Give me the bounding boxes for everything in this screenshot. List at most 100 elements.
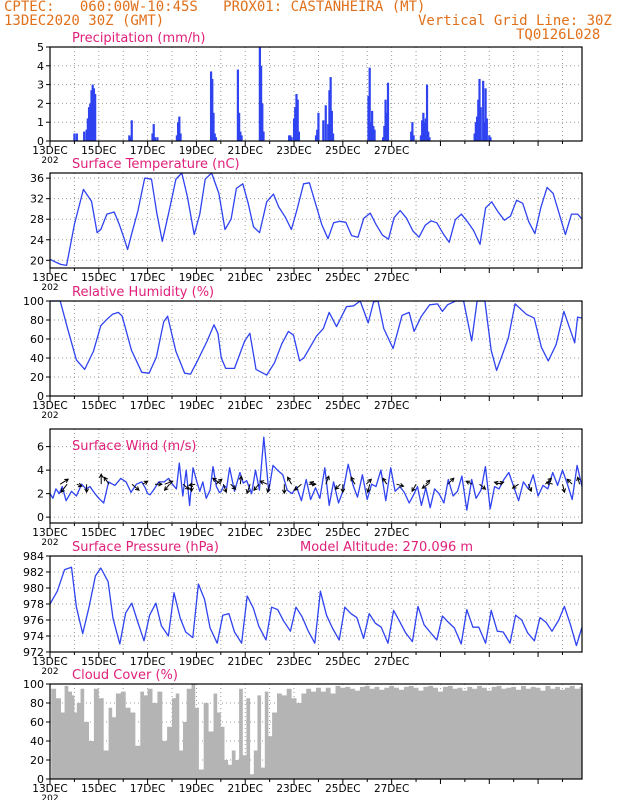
temp-ytick-label: 24 (30, 234, 44, 247)
temp-ytick-label: 36 (30, 172, 44, 185)
wind-xtick-label: 25DEC (325, 527, 360, 539)
precip-bar (156, 137, 159, 141)
precip-bar (152, 124, 155, 141)
temp-xtick-label: 21DEC (228, 272, 263, 284)
precip-bar (294, 107, 297, 141)
rh-xtick-label: 25DEC (325, 400, 360, 412)
rh-frame (49, 300, 583, 397)
wind-arrow (266, 484, 271, 494)
cloud-xtick-label: 13DEC (32, 783, 67, 795)
precip-bar (316, 129, 319, 141)
pres-ytick-label: 982 (23, 566, 44, 579)
pres-panel: 972 974 976 978 980 982 984 13DEC 15DEC 17DEC 19DE… (23, 540, 583, 677)
wind-arrow (511, 483, 519, 489)
wind-arrow (545, 477, 553, 485)
rh-year-label: 202 (41, 411, 58, 421)
precip-bar (484, 88, 487, 141)
precip-bar (369, 122, 373, 141)
precip-year-label: 202 (41, 156, 58, 166)
precip-bar (424, 118, 427, 141)
precip-bar (421, 120, 424, 141)
rh-xtick-label: 27DEC (374, 400, 409, 412)
cloud-xtick-label: 15DEC (81, 783, 116, 795)
cloud-ytick-label: 20 (30, 754, 44, 767)
wind-arrow (281, 484, 287, 495)
pres-series-line (49, 566, 583, 647)
cloud-xtick-label: 17DEC (130, 783, 165, 795)
precip-bar (427, 131, 430, 141)
precip-bar (175, 135, 178, 141)
precip-bar (412, 135, 415, 141)
precip-bar (91, 84, 94, 141)
wind-arrow (566, 478, 573, 485)
wind-frame (49, 428, 583, 524)
pres-xtick-label: 21DEC (228, 656, 263, 668)
precip-xtick-label: 15DEC (81, 145, 116, 157)
precip-bar (314, 135, 318, 141)
precip-bar (177, 122, 180, 141)
temp-xtick-label: 13DEC (32, 272, 67, 284)
wind-arrow (309, 481, 317, 486)
wind-xtick-label: 21DEC (228, 527, 263, 539)
wind-arrow (142, 480, 149, 485)
rh-ytick-label: 20 (30, 371, 44, 384)
precip-bar (419, 135, 423, 141)
precip-bar (297, 131, 301, 141)
pres-xtick-label: 15DEC (81, 656, 116, 668)
precip-bar (261, 103, 264, 141)
precip-xtick-label: 19DEC (179, 145, 214, 157)
pres-ytick-label: 974 (23, 630, 44, 643)
pres-xtick-label: 25DEC (325, 656, 360, 668)
rh-series-line (50, 300, 583, 376)
precip-bar (209, 71, 213, 141)
precip-bar (238, 112, 241, 141)
precip-bar (85, 129, 88, 141)
wind-arrow (188, 482, 196, 487)
temp-panel: 20 24 28 32 36 13DEC 15DEC 17DEC 19DEC 21DEC 23DEC… (30, 157, 583, 293)
precip-bar (94, 94, 97, 141)
precip-bar (90, 90, 93, 141)
rh-xtick-label: 23DEC (276, 400, 311, 412)
temp-ytick-label: 28 (30, 213, 44, 226)
precip-ytick-label: 4 (37, 60, 44, 73)
precip-bar (475, 116, 479, 141)
precip-bar (384, 99, 387, 141)
cloud-ytick-label: 40 (30, 735, 44, 748)
wind-arrow (334, 483, 341, 490)
wind-arrow (365, 478, 373, 485)
temp-year-label: 202 (41, 283, 58, 293)
precip-ytick-label: 2 (37, 97, 44, 110)
temp-xtick-label: 19DEC (179, 272, 214, 284)
precip-bar (473, 133, 476, 141)
precip-bar (128, 135, 131, 141)
rh-panel: 0 20 40 60 80 100 13DEC 15DEC 17DEC 19DEC 21DEC 23D… (23, 285, 583, 421)
precip-bar (153, 137, 157, 141)
precip-bar (295, 94, 298, 141)
wind-arrow (411, 483, 417, 493)
cloud-ytick-label: 0 (37, 773, 44, 786)
precip-bar (423, 122, 426, 141)
pres-frame (49, 555, 583, 653)
cloud-frame (49, 683, 583, 780)
rh-ytick-label: 100 (23, 295, 44, 308)
precip-ytick-label: 1 (37, 116, 44, 129)
wind-arrow (230, 483, 237, 490)
wind-xtick-label: 17DEC (130, 527, 165, 539)
precip-bar (328, 90, 331, 141)
precip-bar (211, 78, 214, 141)
pres-ytick-label: 978 (23, 598, 44, 611)
cloud-xtick-label: 25DEC (325, 783, 360, 795)
precip-panel: 0 1 2 3 4 5 13DEC 15DEC 17DEC 19DEC 21DEC 23DEC 25DE… (32, 31, 583, 166)
temp-xtick-label: 15DEC (81, 272, 116, 284)
rh-xtick-label: 13DEC (32, 400, 67, 412)
wind-arrow (447, 477, 455, 485)
precip-bar (477, 99, 480, 141)
wind-arrow (366, 484, 371, 494)
precip-bar (385, 112, 388, 141)
precip-bar (240, 135, 243, 141)
pres-ytick-label: 972 (23, 646, 44, 659)
precip-title: Precipitation (mm/h) (72, 31, 205, 46)
pres-extra: Model Altitude: 270.096 m (300, 540, 473, 555)
wind-arrow (98, 473, 104, 485)
precip-bar (92, 88, 96, 141)
